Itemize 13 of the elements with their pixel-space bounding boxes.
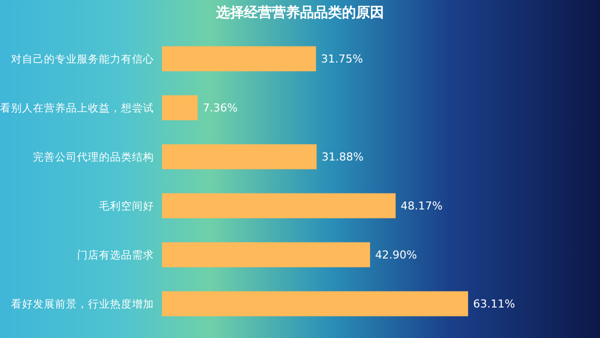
- y-tick-label: 毛利空间好: [99, 200, 154, 212]
- data-label: 31.75%: [320, 52, 363, 66]
- y-tick-label: 看别人在营养品上收益，想尝试: [0, 102, 154, 114]
- chart-title: 选择经营营养品品类的原因: [215, 4, 385, 22]
- y-tick-label: 看好发展前景，行业热度增加: [11, 298, 154, 310]
- data-label: 7.36%: [202, 102, 238, 115]
- data-label: 42.90%: [375, 248, 418, 262]
- y-tick-label: 门店有选品需求: [77, 248, 154, 262]
- y-tick-label: 对自己的专业服务能力有信心: [11, 52, 154, 66]
- data-label: 48.17%: [400, 200, 443, 213]
- data-label: 63.11%: [473, 298, 516, 311]
- y-tick-label: 完善公司代理的品类结构: [33, 150, 154, 164]
- data-label: 31.88%: [322, 150, 364, 164]
